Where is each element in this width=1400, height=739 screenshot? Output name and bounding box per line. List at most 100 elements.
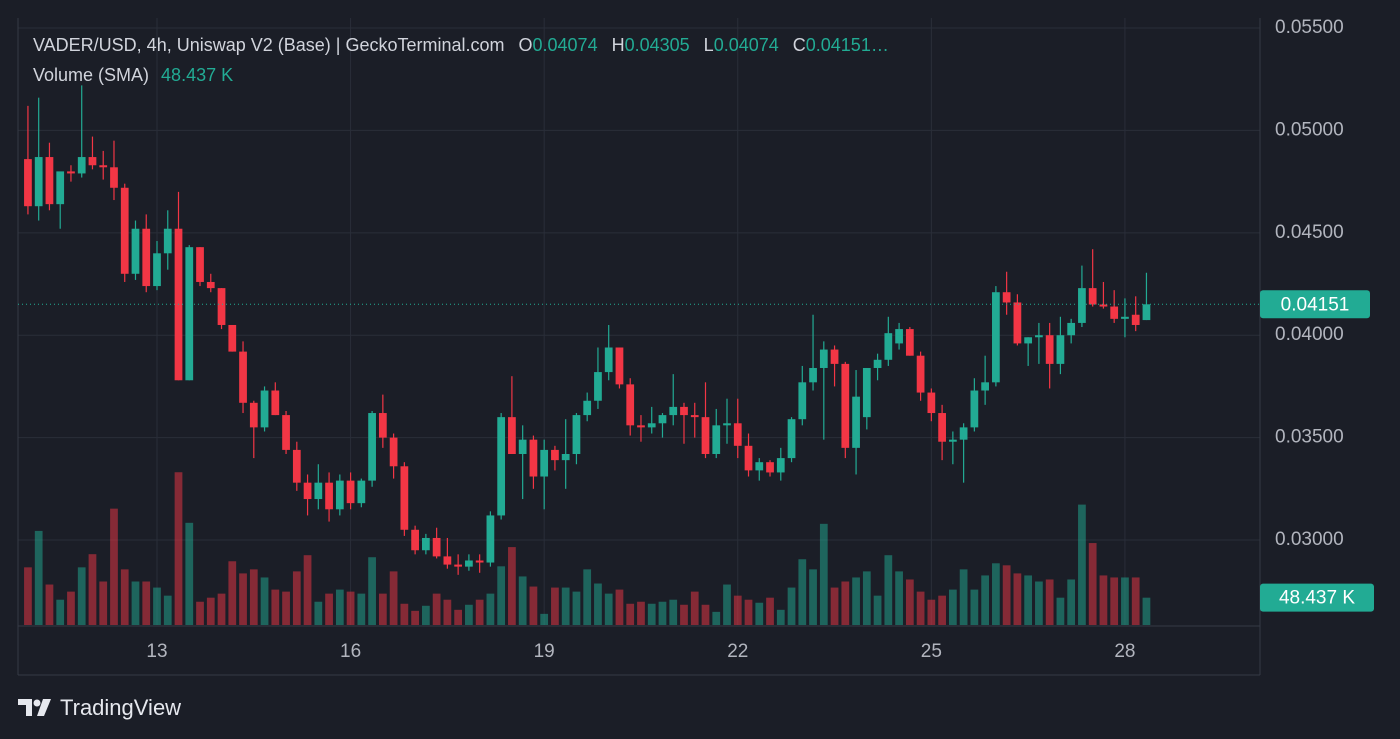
volume-bar [873, 595, 882, 625]
volume-bar [443, 599, 452, 625]
candle-body [120, 187, 129, 274]
candle-body [110, 167, 118, 188]
candle-body [217, 288, 226, 325]
candle-body [196, 247, 204, 282]
volume-bar [905, 579, 914, 625]
candle-body [981, 382, 989, 391]
candle-body [626, 384, 635, 426]
candle-body [669, 406, 678, 416]
legend-line: VADER/USD, 4h, Uniswap V2 (Base) | Gecko… [33, 35, 889, 55]
volume-bar [163, 595, 172, 625]
volume-bar [1078, 504, 1086, 625]
candle-body [389, 437, 398, 467]
candle-body [357, 480, 366, 504]
volume-bar [701, 604, 710, 625]
candle-body [77, 157, 86, 174]
volume-bar [798, 559, 807, 625]
volume-bar [787, 587, 796, 625]
candle-body [572, 415, 581, 454]
x-tick-label: 25 [921, 641, 942, 662]
candle-body [680, 406, 688, 416]
volume-bar [572, 591, 581, 625]
volume-bar [475, 599, 484, 625]
candle-body [583, 400, 592, 416]
volume-bar [1099, 575, 1108, 625]
volume-bar [271, 589, 280, 625]
candle-body [475, 560, 484, 563]
volume-bar [594, 583, 602, 625]
ohlc-value: 0.04151… [806, 35, 889, 55]
volume-bar [378, 593, 387, 625]
last-price-tag [1260, 290, 1370, 319]
candle-body [733, 423, 742, 446]
candle-body [1131, 314, 1140, 325]
candle-body [1121, 316, 1129, 319]
volume-bar [217, 593, 226, 625]
volume-bar [206, 597, 215, 625]
brand-logo-slash [37, 699, 51, 716]
candle-body [99, 165, 108, 168]
volume-label: Volume (SMA) [33, 65, 149, 85]
candle-body [292, 449, 301, 483]
candle-body [852, 396, 860, 448]
ohlc-value: 0.04305 [625, 35, 690, 55]
volume-bar [841, 581, 850, 625]
volume-bar [56, 599, 65, 625]
volume-bar [325, 593, 333, 625]
candle-body [959, 427, 968, 440]
volume-bar [1142, 597, 1151, 625]
candle-body [615, 347, 624, 385]
volume-bar [551, 587, 559, 625]
candle-body [131, 228, 140, 274]
volume-bar [518, 576, 527, 625]
candle-body [282, 415, 290, 450]
candle-body [239, 351, 247, 403]
candle-body [895, 329, 903, 344]
candle-body [497, 417, 506, 516]
volume-bar [669, 599, 678, 625]
candle-body [34, 157, 43, 207]
volume-bar [561, 587, 570, 625]
candle-body [1067, 322, 1076, 336]
volume-bar [1045, 579, 1054, 625]
candle-body [658, 415, 667, 424]
ohlc-value: 0.04074 [533, 35, 598, 55]
candle-body [594, 372, 602, 401]
volume-bar [1131, 577, 1140, 625]
candle-body [604, 347, 613, 373]
volume-bar [862, 571, 871, 625]
candle-body [701, 417, 710, 454]
volume-bar [357, 593, 366, 625]
candle-body [723, 423, 731, 426]
volume-bar [1056, 597, 1065, 625]
volume-bar [497, 566, 506, 625]
volume-bar [292, 571, 301, 625]
volume-bar [282, 591, 290, 625]
candle-body [249, 402, 258, 428]
volume-bar [1110, 577, 1119, 625]
candle-body [185, 247, 194, 381]
volume-bar [647, 603, 656, 625]
candle-body [206, 281, 215, 289]
candle-body [529, 439, 538, 477]
candle-body [819, 349, 828, 368]
volume-bar [142, 581, 151, 625]
volume-bar [45, 584, 54, 625]
candle-body [551, 449, 559, 461]
volume-bar [852, 577, 860, 625]
candle-body [798, 382, 807, 420]
volume-pane [24, 472, 1151, 625]
candle-body [1002, 292, 1011, 303]
volume-bar [368, 557, 376, 625]
volume-bar [228, 561, 237, 625]
candle-body [647, 423, 656, 428]
volume-bar [314, 601, 323, 625]
candle-body [561, 453, 570, 461]
volume-bar [626, 603, 635, 625]
volume-bar [959, 569, 968, 625]
volume-bar [303, 555, 312, 625]
volume-bar [529, 586, 538, 625]
candle-body [335, 480, 344, 510]
